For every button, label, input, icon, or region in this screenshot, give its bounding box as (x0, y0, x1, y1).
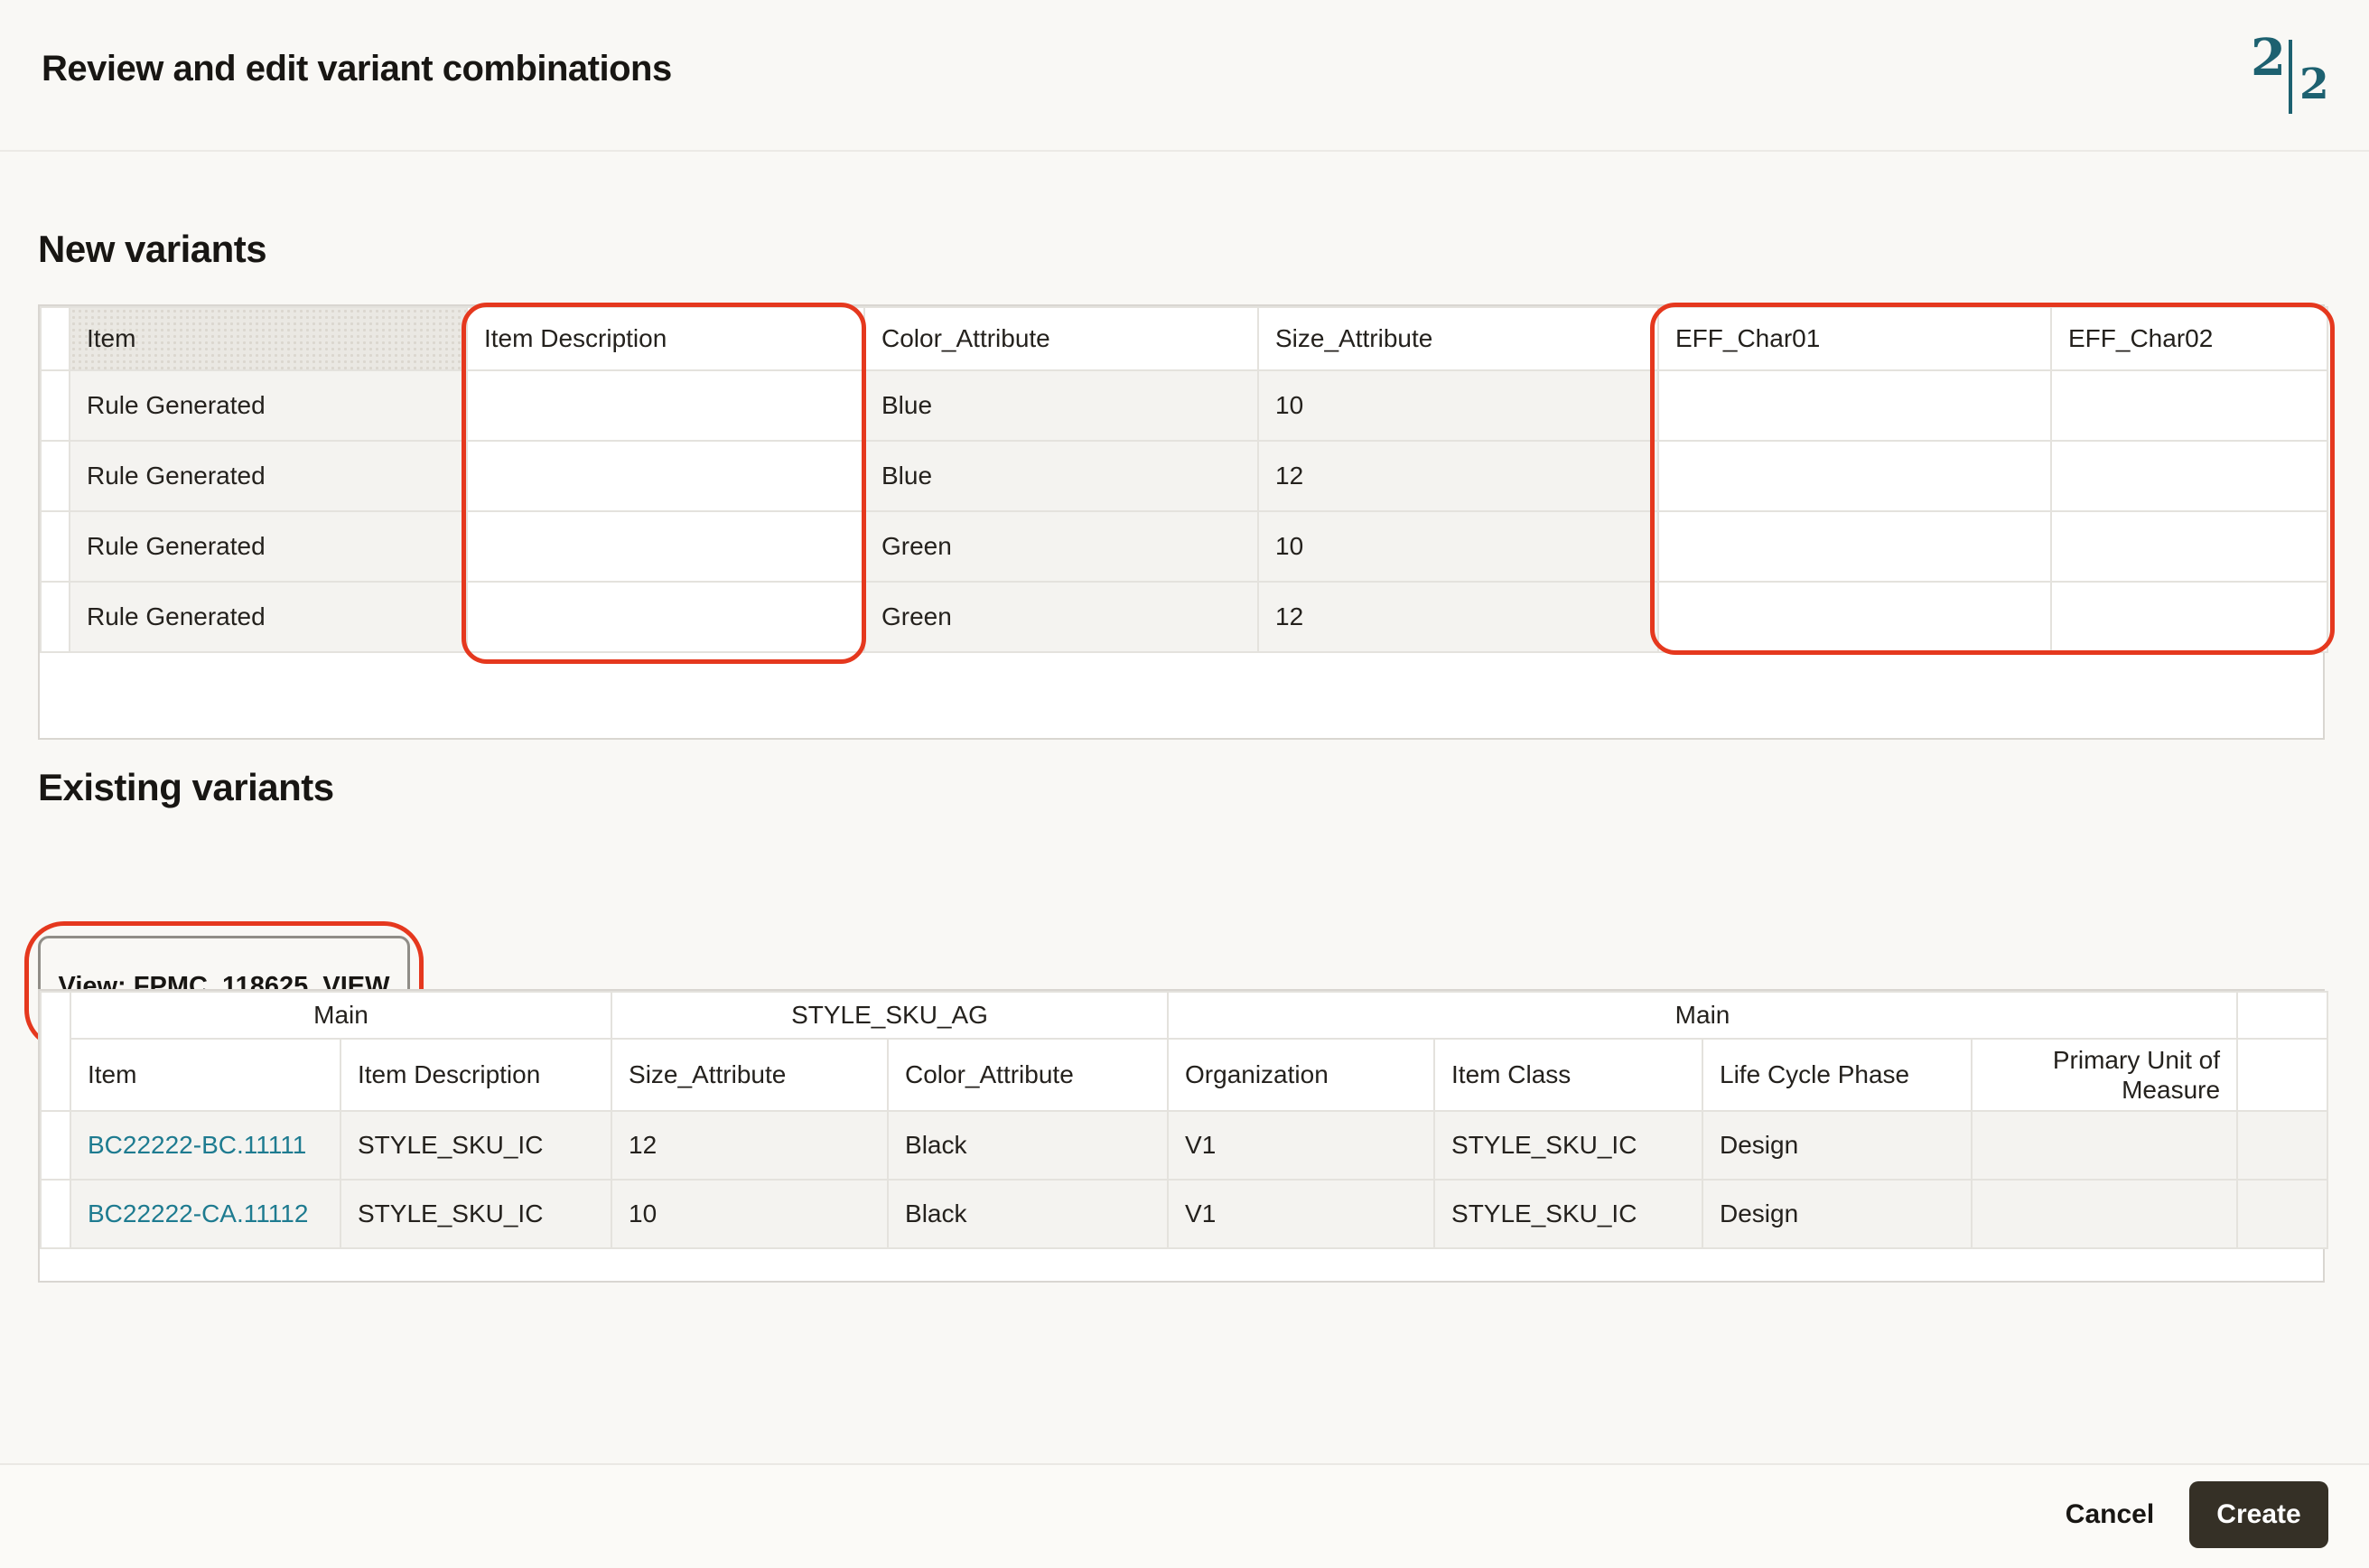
color-attribute-cell: Green (863, 510, 1259, 583)
eff-char01-cell[interactable] (1657, 440, 2052, 512)
row-selector-header (40, 991, 71, 1112)
table-row: BC22222-BC.11111 STYLE_SKU_IC 12 Black V… (40, 1110, 2329, 1181)
col-header-eff-char01: EFF_Char01 (1657, 306, 2052, 371)
col-header-item: Item (70, 1038, 341, 1112)
col-header-color-attribute: Color_Attribute (887, 1038, 1170, 1112)
new-variants-header-row: Item Item Description Color_Attribute Si… (40, 306, 2328, 371)
new-variants-table: Item Item Description Color_Attribute Si… (38, 304, 2328, 740)
col-header-empty (2236, 1038, 2329, 1112)
col-header-size-attribute: Size_Attribute (1257, 306, 1659, 371)
item-class-cell: STYLE_SKU_IC (1433, 1110, 1704, 1181)
item-description-cell: STYLE_SKU_IC (339, 1110, 613, 1181)
empty-cell (2236, 1179, 2329, 1249)
group-header-main-1: Main (69, 991, 613, 1040)
row-selector-cell[interactable] (40, 369, 70, 442)
group-header-empty (2236, 991, 2329, 1040)
eff-char02-cell[interactable] (2050, 440, 2328, 512)
row-selector-cell[interactable] (40, 1110, 71, 1181)
eff-char02-cell[interactable] (2050, 581, 2328, 653)
col-header-eff-char02: EFF_Char02 (2050, 306, 2328, 371)
empty-cell (2236, 1110, 2329, 1181)
color-attribute-cell: Green (863, 581, 1259, 653)
existing-variants-group-header-row: Main STYLE_SKU_AG Main (40, 991, 2329, 1112)
group-header-style-sku-ag: STYLE_SKU_AG (611, 991, 1170, 1040)
table-row: BC22222-CA.11112 STYLE_SKU_IC 10 Black V… (40, 1179, 2329, 1249)
header-divider (0, 150, 2369, 152)
col-header-color-attribute: Color_Attribute (863, 306, 1259, 371)
row-selector-cell[interactable] (40, 1179, 71, 1249)
size-attribute-cell: 12 (611, 1110, 890, 1181)
col-header-item-description: Item Description (339, 1038, 613, 1112)
row-selector-cell[interactable] (40, 510, 70, 583)
color-attribute-cell: Black (887, 1179, 1170, 1249)
item-description-cell: STYLE_SKU_IC (339, 1179, 613, 1249)
group-header-main-2: Main (1167, 991, 2239, 1040)
item-description-cell[interactable] (466, 510, 865, 583)
existing-variants-table: Main STYLE_SKU_AG Main Item Item Descrip… (38, 989, 2329, 1283)
row-selector-cell[interactable] (40, 581, 70, 653)
item-cell: Rule Generated (69, 369, 468, 442)
col-header-organization: Organization (1167, 1038, 1436, 1112)
col-header-item-class: Item Class (1433, 1038, 1704, 1112)
color-attribute-cell: Black (887, 1110, 1170, 1181)
item-description-cell[interactable] (466, 440, 865, 512)
col-header-item: Item (69, 306, 468, 371)
existing-variants-header-row: Item Item Description Size_Attribute Col… (41, 1038, 2329, 1112)
size-attribute-cell: 10 (1257, 510, 1659, 583)
item-description-cell[interactable] (466, 369, 865, 442)
page-title: Review and edit variant combinations (42, 49, 672, 89)
size-attribute-cell: 12 (1257, 581, 1659, 653)
table-row: Rule Generated Blue 12 (40, 440, 2328, 512)
cancel-button[interactable]: Cancel (2047, 1485, 2173, 1545)
size-attribute-cell: 10 (611, 1179, 890, 1249)
table-row: Rule Generated Green 10 (40, 510, 2328, 583)
step-total: 2 (2299, 60, 2329, 109)
table-row: Rule Generated Blue 10 (40, 369, 2328, 442)
item-cell: Rule Generated (69, 440, 468, 512)
col-header-primary-unit-of-measure: Primary Unit of Measure (1971, 1038, 2239, 1112)
color-attribute-cell: Blue (863, 440, 1259, 512)
life-cycle-phase-cell: Design (1702, 1179, 1973, 1249)
organization-cell: V1 (1167, 1179, 1436, 1249)
organization-cell: V1 (1167, 1110, 1436, 1181)
item-cell: Rule Generated (69, 581, 468, 653)
row-selector-header (40, 306, 70, 371)
eff-char01-cell[interactable] (1657, 510, 2052, 583)
col-header-size-attribute: Size_Attribute (611, 1038, 890, 1112)
table-row: Rule Generated Green 12 (40, 581, 2328, 653)
step-divider-bar (2289, 40, 2292, 114)
eff-char01-cell[interactable] (1657, 581, 2052, 653)
eff-char02-cell[interactable] (2050, 369, 2328, 442)
col-header-life-cycle-phase: Life Cycle Phase (1702, 1038, 1973, 1112)
primary-unit-of-measure-cell (1971, 1110, 2239, 1181)
col-header-item-description: Item Description (466, 306, 865, 371)
existing-variants-heading: Existing variants (38, 766, 334, 808)
create-button[interactable]: Create (2189, 1481, 2328, 1548)
item-link[interactable]: BC22222-CA.11112 (70, 1179, 341, 1249)
eff-char01-cell[interactable] (1657, 369, 2052, 442)
item-cell: Rule Generated (69, 510, 468, 583)
footer-bar (0, 1463, 2369, 1568)
size-attribute-cell: 12 (1257, 440, 1659, 512)
step-indicator: 2 2 (2245, 33, 2345, 123)
color-attribute-cell: Blue (863, 369, 1259, 442)
size-attribute-cell: 10 (1257, 369, 1659, 442)
primary-unit-of-measure-cell (1971, 1179, 2239, 1249)
item-link[interactable]: BC22222-BC.11111 (70, 1110, 341, 1181)
row-selector-cell[interactable] (40, 440, 70, 512)
step-current: 2 (2251, 28, 2286, 88)
life-cycle-phase-cell: Design (1702, 1110, 1973, 1181)
new-variants-heading: New variants (38, 228, 267, 270)
item-class-cell: STYLE_SKU_IC (1433, 1179, 1704, 1249)
eff-char02-cell[interactable] (2050, 510, 2328, 583)
item-description-cell[interactable] (466, 581, 865, 653)
